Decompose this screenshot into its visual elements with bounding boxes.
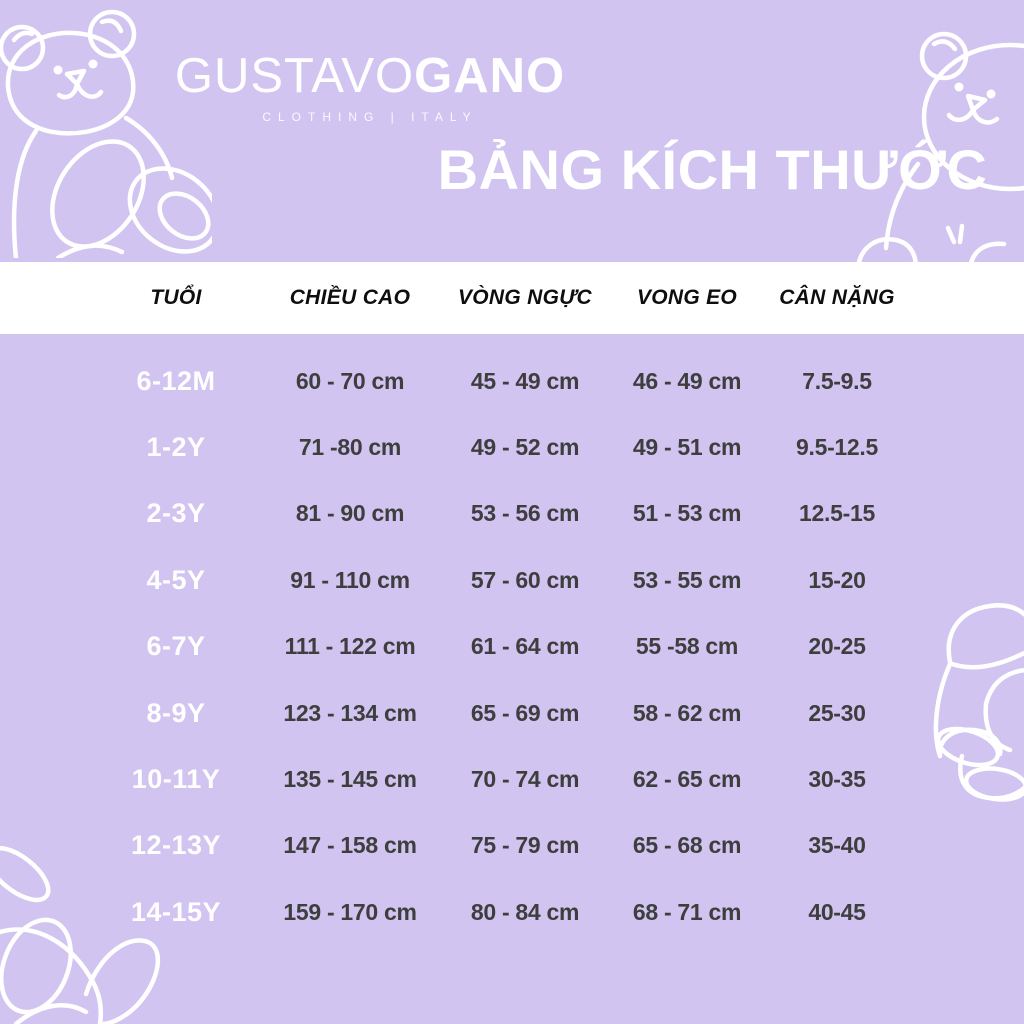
column-header-chest: VÒNG NGỰC [457, 286, 593, 309]
table-header-band: TUỔI CHIỀU CAO VÒNG NGỰC VONG EO CÂN NẶN… [0, 262, 1024, 334]
cell-weight: 15-20 [808, 566, 866, 593]
cell-waist: 53 - 55 cm [632, 566, 742, 593]
table-row: 2-3Y 81 - 90 cm 53 - 56 cm 51 - 53 cm 12… [0, 481, 1024, 547]
cell-chest: 75 - 79 cm [470, 832, 580, 859]
brand-name: GUSTAVOGANO [160, 52, 580, 101]
cell-age: 6-7Y [146, 631, 206, 662]
cell-chest: 80 - 84 cm [470, 898, 580, 925]
cell-weight: 9.5-12.5 [796, 434, 878, 461]
cell-age: 14-15Y [130, 896, 222, 927]
cell-chest: 49 - 52 cm [470, 434, 580, 461]
page-title: BẢNG KÍCH THƯỚC [437, 138, 988, 201]
cell-age: 1-2Y [146, 432, 206, 463]
brand-logo: GUSTAVOGANO CLOTHING | ITALY [160, 52, 580, 124]
cell-waist: 55 -58 cm [635, 633, 739, 660]
cell-weight: 12.5-15 [799, 500, 875, 527]
cell-weight: 25-30 [808, 699, 866, 726]
cell-chest: 65 - 69 cm [470, 699, 580, 726]
cell-age: 12-13Y [130, 830, 222, 861]
column-header-height: CHIỀU CAO [289, 286, 411, 309]
cell-chest: 70 - 74 cm [470, 766, 580, 793]
cell-chest: 53 - 56 cm [470, 500, 580, 527]
cell-age: 6-12M [136, 365, 216, 396]
cell-chest: 61 - 64 cm [470, 633, 580, 660]
cell-waist: 46 - 49 cm [632, 367, 742, 394]
cell-waist: 62 - 65 cm [632, 766, 742, 793]
brand-tagline: CLOTHING | ITALY [262, 110, 478, 124]
cell-height: 147 - 158 cm [283, 832, 417, 859]
column-header-weight: CÂN NẶNG [779, 286, 895, 309]
table-row: 10-11Y 135 - 145 cm 70 - 74 cm 62 - 65 c… [0, 746, 1024, 812]
cell-height: 71 -80 cm [298, 434, 402, 461]
cell-waist: 65 - 68 cm [632, 832, 742, 859]
table-row: 12-13Y 147 - 158 cm 75 - 79 cm 65 - 68 c… [0, 813, 1024, 879]
cell-waist: 68 - 71 cm [632, 898, 742, 925]
cell-height: 60 - 70 cm [295, 367, 405, 394]
cell-chest: 57 - 60 cm [470, 566, 580, 593]
cell-weight: 40-45 [808, 898, 866, 925]
cell-age: 4-5Y [146, 564, 206, 595]
size-table-body: 6-12M 60 - 70 cm 45 - 49 cm 46 - 49 cm 7… [0, 348, 1024, 946]
table-row: 1-2Y 71 -80 cm 49 - 52 cm 49 - 51 cm 9.5… [0, 414, 1024, 480]
cell-weight: 30-35 [808, 766, 866, 793]
table-header-row: TUỔI CHIỀU CAO VÒNG NGỰC VONG EO CÂN NẶN… [0, 286, 1024, 310]
cell-age: 10-11Y [131, 764, 221, 795]
cell-height: 111 - 122 cm [284, 633, 416, 660]
cell-weight: 20-25 [808, 633, 866, 660]
brand-name-bold: GANO [414, 49, 566, 103]
cell-height: 81 - 90 cm [295, 500, 405, 527]
table-row: 14-15Y 159 - 170 cm 80 - 84 cm 68 - 71 c… [0, 879, 1024, 945]
cell-waist: 49 - 51 cm [632, 434, 742, 461]
brand-name-regular: GUSTAVO [174, 49, 415, 103]
column-header-waist: VONG EO [636, 286, 738, 309]
table-row: 6-12M 60 - 70 cm 45 - 49 cm 46 - 49 cm 7… [0, 348, 1024, 414]
cell-height: 159 - 170 cm [283, 898, 417, 925]
column-header-age: TUỔI [150, 286, 202, 309]
cell-chest: 45 - 49 cm [470, 367, 580, 394]
table-row: 4-5Y 91 - 110 cm 57 - 60 cm 53 - 55 cm 1… [0, 547, 1024, 613]
cell-height: 91 - 110 cm [290, 566, 410, 593]
cell-age: 2-3Y [146, 498, 206, 529]
cell-height: 135 - 145 cm [283, 766, 417, 793]
table-row: 6-7Y 111 - 122 cm 61 - 64 cm 55 -58 cm 2… [0, 614, 1024, 680]
cell-age: 8-9Y [146, 697, 206, 728]
table-row: 8-9Y 123 - 134 cm 65 - 69 cm 58 - 62 cm … [0, 680, 1024, 746]
teddy-bear-top-left-icon [0, 9, 212, 258]
cell-weight: 35-40 [808, 832, 866, 859]
cell-height: 123 - 134 cm [283, 699, 417, 726]
cell-weight: 7.5-9.5 [802, 367, 872, 394]
cell-waist: 58 - 62 cm [632, 699, 742, 726]
cell-waist: 51 - 53 cm [632, 500, 742, 527]
